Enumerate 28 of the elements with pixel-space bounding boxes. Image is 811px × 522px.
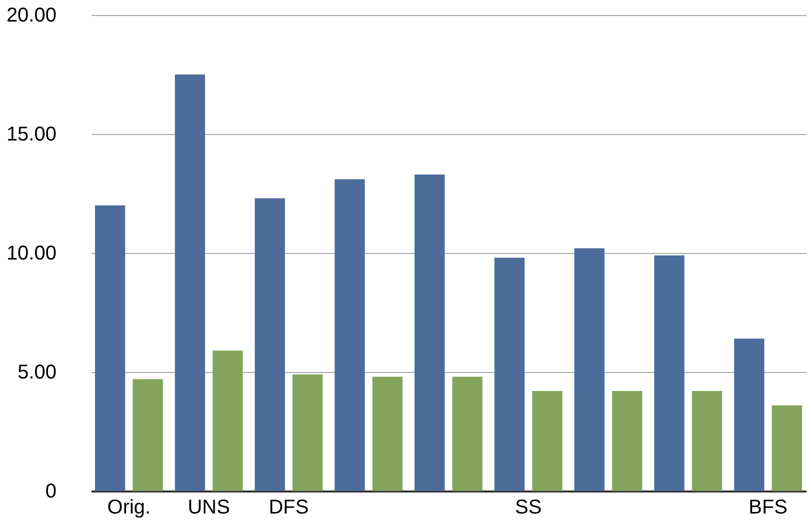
bar — [612, 391, 642, 491]
y-tick-label: 0 — [45, 480, 56, 502]
bar — [574, 248, 605, 491]
bar — [254, 198, 285, 491]
bar — [692, 391, 722, 491]
y-tick-label: 15.00 — [6, 124, 56, 146]
bar — [212, 350, 243, 491]
bar — [292, 374, 323, 491]
bar — [372, 376, 403, 491]
x-tick-label: DFS — [268, 496, 309, 518]
bar — [334, 179, 365, 491]
x-tick-label: BFS — [748, 496, 788, 518]
bar — [772, 405, 802, 491]
y-tick-label: 10.00 — [6, 242, 56, 264]
bar — [654, 255, 684, 491]
x-tick-label: UNS — [188, 496, 230, 518]
bar — [132, 379, 163, 491]
y-tick-label: 20.00 — [6, 4, 56, 26]
x-tick-label: SS — [515, 496, 542, 518]
x-tick-label: Orig. — [107, 496, 151, 518]
bar — [414, 174, 445, 491]
bar — [174, 74, 206, 491]
bar — [452, 376, 482, 491]
bar — [494, 258, 525, 491]
y-tick-label: 5.00 — [18, 362, 56, 384]
bar — [532, 391, 562, 491]
bar — [94, 205, 126, 491]
bar — [734, 338, 764, 491]
